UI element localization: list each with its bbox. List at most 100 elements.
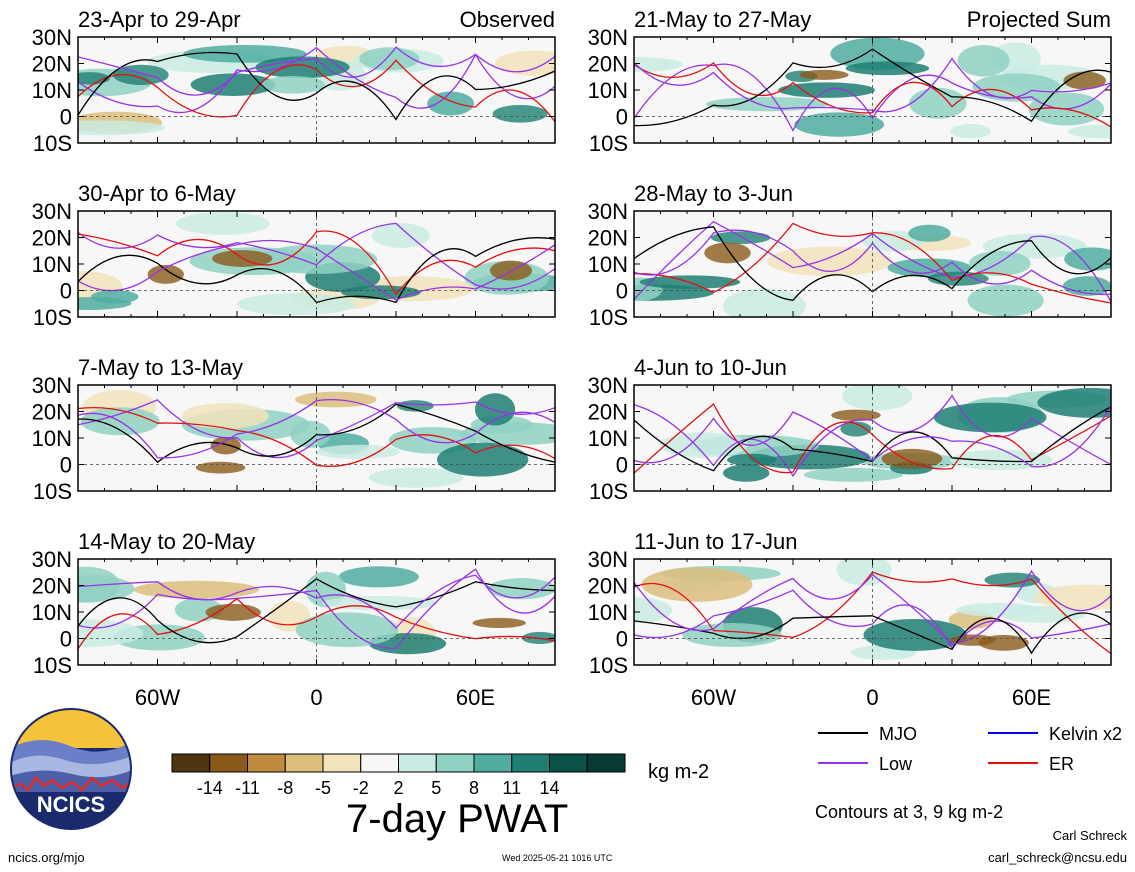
pwat-shading: [950, 124, 991, 139]
pwat-shading: [78, 297, 132, 310]
lat-tick-label: 10S: [589, 305, 628, 330]
pwat-shading: [830, 37, 925, 70]
colorbar-swatch: [549, 753, 588, 773]
pwat-shading: [495, 50, 555, 76]
pwat-shading: [794, 112, 885, 137]
footer-email[interactable]: carl_schreck@ncsu.edu: [988, 850, 1127, 865]
contour-line: [634, 569, 1111, 645]
contour-line: [634, 62, 1111, 128]
pwat-shading: [133, 580, 260, 599]
colorbar-swatch: [435, 753, 475, 773]
pwat-shading: [955, 602, 1042, 617]
pwat-shading: [474, 393, 516, 426]
lat-tick-label: 20N: [588, 52, 628, 77]
lat-tick-label: 20N: [32, 574, 72, 599]
colorbar-swatch: [247, 753, 286, 773]
lat-tick-label: 10S: [589, 131, 628, 156]
colorbar-label: -14: [197, 778, 223, 798]
contour-line: [78, 574, 555, 630]
pwat-shading: [862, 230, 925, 252]
pwat-shading: [181, 403, 269, 429]
pwat-shading: [147, 264, 184, 284]
contour-line: [634, 57, 1111, 113]
lat-tick-label: 0: [60, 627, 72, 652]
pwat-shading: [255, 56, 350, 79]
contour-line: [634, 589, 1111, 650]
pwat-shading: [840, 421, 872, 437]
lat-tick-label: 10N: [32, 252, 72, 277]
pwat-shading: [78, 120, 166, 136]
lat-tick-label: 10S: [33, 131, 72, 156]
lat-tick-label: 30N: [32, 199, 72, 224]
pwat-shading: [1068, 124, 1111, 139]
pwat-shading: [338, 566, 419, 588]
pwat-shading: [427, 91, 475, 116]
pwat-shading: [1063, 71, 1106, 90]
colorbar-title: 7-day PWAT: [346, 797, 569, 841]
legend-label: Kelvin x2: [1049, 724, 1122, 744]
lat-tick-label: 20N: [32, 52, 72, 77]
pwat-shading: [841, 385, 913, 411]
contour-line: [634, 394, 1111, 478]
colorbar-swatch: [360, 753, 399, 773]
footer-author: Carl Schreck: [1052, 828, 1127, 843]
lat-tick-label: 20N: [32, 400, 72, 425]
lat-tick-label: 20N: [588, 574, 628, 599]
pwat-shading: [767, 246, 892, 277]
pwat-shading: [967, 284, 1044, 317]
lat-tick-label: 10N: [588, 426, 628, 451]
lat-tick-label: 20N: [588, 226, 628, 251]
lat-tick-label: 30N: [32, 25, 72, 50]
pwat-shading: [195, 461, 246, 474]
lat-tick-label: 10S: [589, 479, 628, 504]
lat-tick-label: 10N: [588, 252, 628, 277]
pwat-shading: [210, 436, 241, 455]
colorbar-label: -5: [315, 778, 331, 798]
panel-title: 30-Apr to 6-May: [78, 181, 236, 206]
pwat-shading: [368, 467, 464, 488]
pwat-shading: [641, 567, 753, 602]
pwat-shading: [984, 572, 1041, 588]
pwat-shading: [863, 618, 967, 651]
colorbar-swatch: [209, 753, 248, 773]
lat-tick-label: 0: [616, 453, 628, 478]
colorbar-label: 14: [539, 778, 559, 798]
colorbar-swatch: [171, 753, 211, 773]
lat-tick-label: 10N: [32, 426, 72, 451]
colorbar-label: 2: [393, 778, 403, 798]
pwat-shading: [78, 619, 144, 648]
colorbar-label: -11: [235, 778, 260, 798]
pwat-shading: [831, 409, 881, 421]
panel-tag: Observed: [460, 7, 555, 32]
lat-tick-label: 30N: [588, 199, 628, 224]
footer-timestamp: Wed 2025-05-21 1016 UTC: [502, 853, 613, 863]
legend-label: ER: [1049, 754, 1074, 774]
pwat-shading: [371, 223, 430, 248]
lat-tick-label: 30N: [588, 547, 628, 572]
pwat-shading: [704, 242, 751, 264]
contour-line: [634, 222, 1111, 304]
pwat-shading: [682, 623, 782, 648]
pwat-shading: [78, 72, 110, 85]
panel-tag: Projected Sum: [967, 7, 1111, 32]
pwat-shading: [957, 44, 1010, 77]
footer-url[interactable]: ncics.org/mjo: [8, 850, 85, 865]
contour-line: [634, 406, 1111, 472]
lon-tick-label: 60E: [456, 685, 495, 710]
contour-line: [634, 220, 1111, 303]
pwat-shading: [634, 57, 684, 72]
legend: MJO Kelvin x2 Low ER: [818, 724, 1122, 774]
pwat-shading: [183, 44, 307, 63]
contour-line: [78, 398, 555, 459]
panel-title: 7-May to 13-May: [78, 355, 243, 380]
colorbar-label: 5: [431, 778, 441, 798]
